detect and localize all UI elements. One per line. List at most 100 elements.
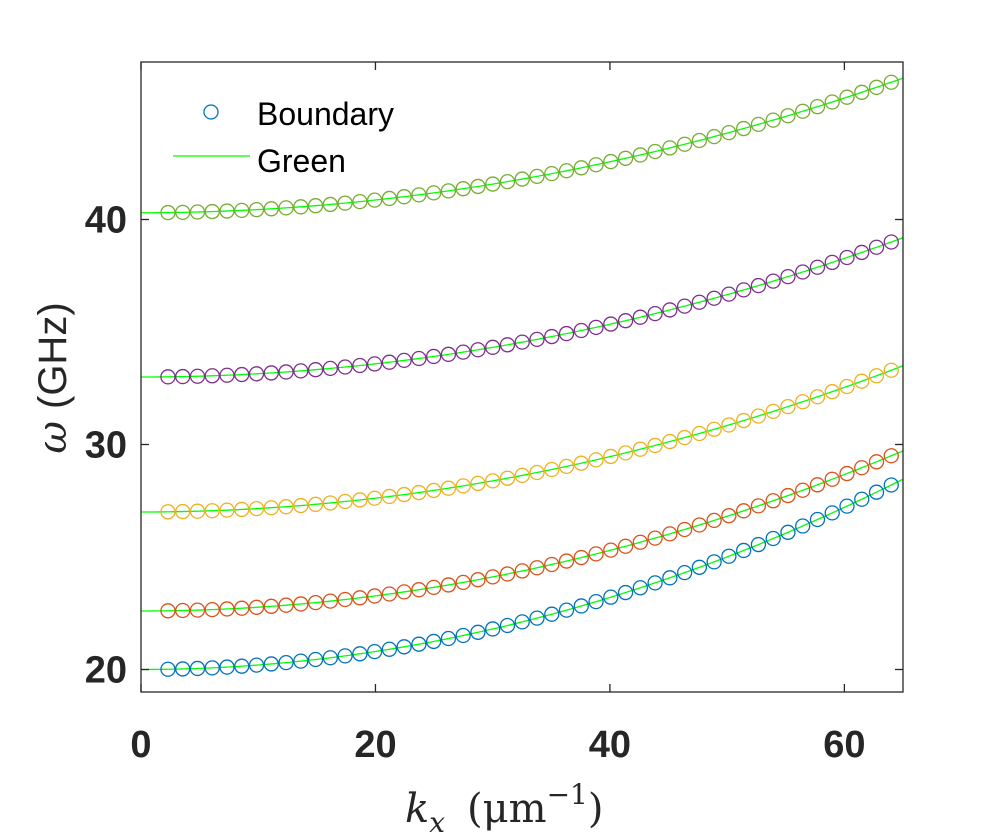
boundary-point-4-5: [219, 367, 235, 383]
boundary-point-1-6: [234, 658, 250, 674]
boundary-point-4-2: [175, 368, 191, 385]
boundary-point-3-42: [765, 403, 781, 420]
boundary-point-1-24: [499, 617, 516, 634]
boundary-point-5-22: [470, 178, 486, 195]
boundary-point-3-20: [440, 480, 457, 496]
boundary-point-2-37: [691, 517, 708, 533]
boundary-point-5-2: [175, 204, 191, 221]
boundary-point-1-10: [293, 653, 309, 669]
boundary-point-2-40: [736, 503, 752, 519]
legend: Boundary Green: [173, 96, 394, 179]
boundary-point-2-46: [824, 471, 840, 487]
boundary-point-1-18: [411, 636, 427, 652]
boundary-point-4-1: [160, 369, 176, 385]
boundary-point-1-50: [883, 477, 899, 493]
boundary-point-3-36: [676, 429, 693, 446]
boundary-point-3-27: [544, 461, 560, 478]
boundary-point-3-37: [691, 425, 708, 442]
boundary-point-5-6: [234, 202, 250, 219]
boundary-point-3-33: [632, 441, 648, 457]
boundary-point-2-36: [676, 521, 693, 538]
boundary-point-1-12: [322, 650, 338, 666]
boundary-point-2-4: [204, 601, 220, 618]
boundary-point-2-34: [647, 530, 663, 546]
y-tick-label: 40: [85, 200, 127, 242]
boundary-point-3-2: [175, 503, 191, 520]
boundary-point-4-36: [676, 298, 693, 314]
boundary-point-2-7: [248, 599, 265, 615]
svg-text:kx(μm−1): kx (μm−1): [405, 778, 603, 837]
x-tick-label: 40: [589, 724, 631, 766]
boundary-point-1-34: [647, 575, 663, 591]
boundary-point-5-21: [455, 181, 471, 197]
boundary-point-2-35: [662, 526, 678, 542]
boundary-point-4-30: [588, 319, 604, 335]
boundary-point-2-26: [529, 560, 545, 576]
boundary-point-2-50: [883, 448, 899, 464]
boundary-point-3-10: [293, 497, 309, 514]
boundary-point-2-45: [809, 477, 826, 493]
legend-boundary-marker: [203, 104, 219, 120]
boundary-point-1-16: [381, 641, 398, 657]
boundary-point-1-45: [809, 511, 826, 528]
boundary-point-1-39: [721, 548, 737, 564]
boundary-point-2-44: [795, 482, 811, 498]
boundary-point-2-25: [514, 563, 530, 579]
boundary-point-1-30: [588, 593, 604, 610]
boundary-point-4-29: [573, 322, 589, 339]
boundary-point-1-43: [780, 524, 796, 540]
boundary-point-4-11: [307, 362, 324, 378]
boundary-point-3-28: [558, 458, 575, 475]
boundary-point-5-31: [603, 153, 619, 170]
boundary-point-4-14: [352, 357, 368, 374]
boundary-point-2-33: [632, 534, 648, 550]
boundary-point-3-14: [352, 492, 368, 508]
boundary-point-4-45: [809, 259, 826, 275]
boundary-point-3-16: [381, 488, 398, 505]
boundary-point-3-11: [307, 496, 324, 512]
boundary-point-4-44: [795, 264, 811, 280]
boundary-point-1-15: [366, 643, 383, 660]
boundary-point-3-32: [617, 445, 634, 461]
boundary-point-1-21: [455, 627, 471, 644]
boundary-point-5-8: [263, 201, 279, 217]
boundary-point-3-41: [750, 408, 767, 424]
boundary-point-3-5: [219, 502, 235, 518]
boundary-point-3-39: [721, 417, 737, 433]
boundary-point-1-23: [485, 621, 501, 637]
boundary-point-2-30: [588, 546, 604, 562]
boundary-point-1-42: [765, 530, 781, 547]
boundary-point-4-16: [381, 354, 398, 370]
green-line-1: [140, 478, 904, 671]
boundary-point-2-17: [396, 584, 412, 600]
boundary-point-2-42: [765, 493, 781, 509]
boundary-point-2-18: [411, 582, 427, 598]
boundary-point-2-16: [381, 586, 398, 602]
boundary-point-2-49: [868, 454, 885, 470]
boundary-point-5-13: [337, 195, 353, 211]
boundary-point-5-45: [809, 99, 826, 115]
boundary-point-1-48: [854, 491, 870, 507]
boundary-point-5-3: [189, 204, 206, 220]
boundary-point-4-20: [440, 346, 457, 362]
boundary-point-5-36: [676, 136, 693, 152]
x-axis-label: kx (μm−1): [405, 778, 603, 837]
boundary-point-2-41: [750, 498, 767, 514]
boundary-point-4-17: [396, 352, 412, 369]
x-axis-unit-close: ): [588, 786, 604, 832]
boundary-point-3-45: [809, 389, 826, 405]
boundary-point-4-46: [824, 254, 840, 271]
boundary-point-4-38: [706, 290, 722, 306]
boundary-point-2-20: [440, 577, 457, 593]
boundary-point-3-50: [883, 362, 899, 378]
boundary-markers: [160, 74, 899, 677]
boundary-point-3-34: [647, 437, 663, 454]
x-tick-label: 0: [130, 724, 151, 766]
boundary-point-4-15: [366, 356, 383, 372]
boundary-point-3-17: [396, 486, 412, 503]
boundary-point-5-17: [396, 189, 412, 205]
boundary-point-3-38: [706, 421, 722, 437]
boundary-point-5-42: [765, 112, 781, 128]
boundary-point-4-7: [248, 366, 265, 382]
boundary-point-2-32: [617, 538, 634, 554]
